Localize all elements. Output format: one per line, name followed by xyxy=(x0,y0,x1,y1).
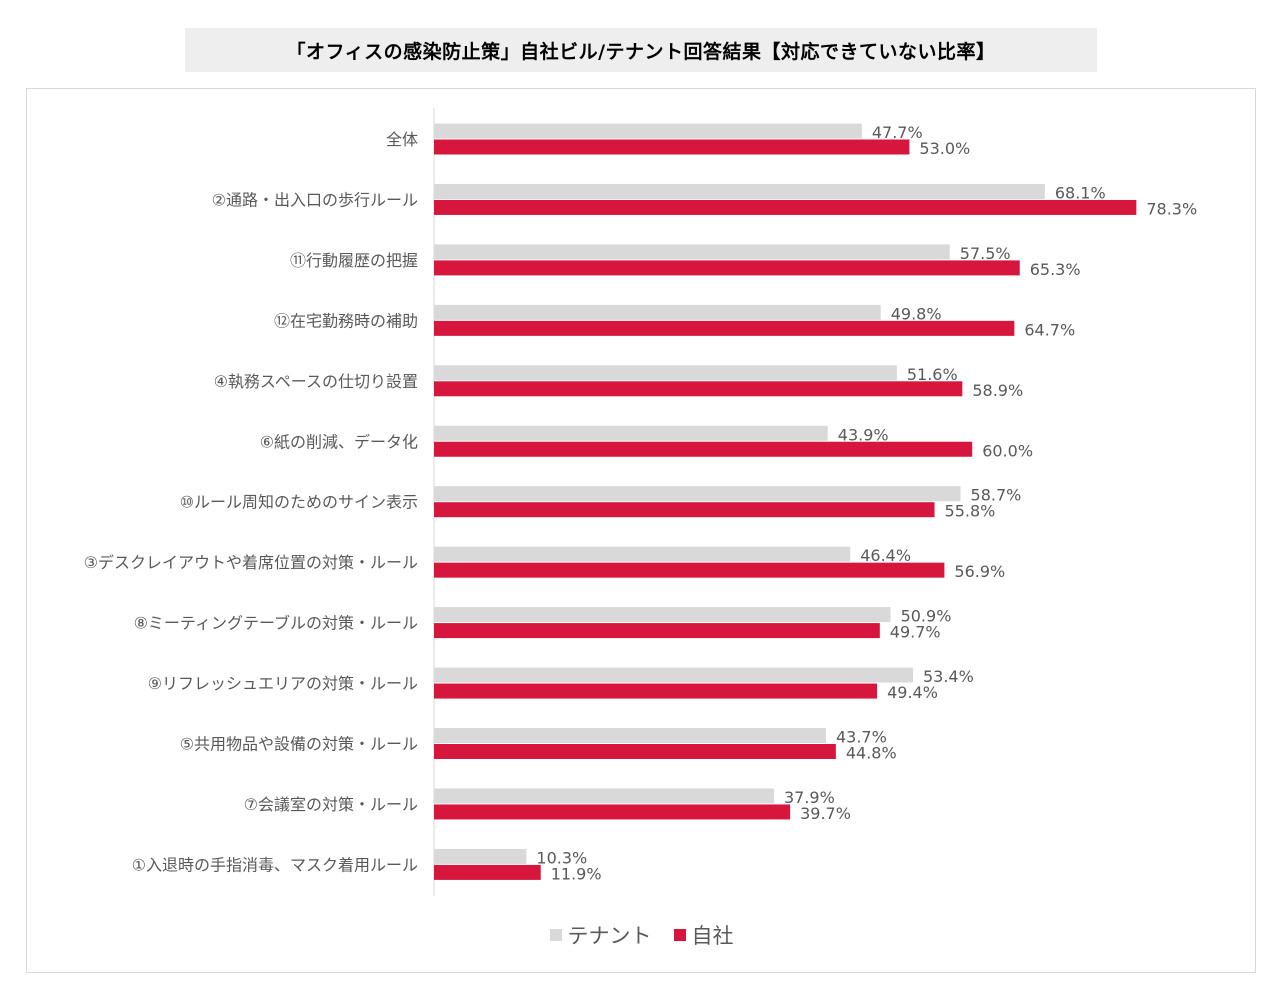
data-label-tenant: 37.9% xyxy=(784,788,835,807)
bar-tenant xyxy=(434,304,881,320)
data-label-tenant: 43.9% xyxy=(838,425,889,444)
bar-tenant xyxy=(434,486,961,502)
bar-own xyxy=(434,502,935,518)
data-label-tenant: 51.6% xyxy=(907,365,958,384)
legend-label-own: 自社 xyxy=(691,924,734,948)
data-label-own: 44.8% xyxy=(846,744,897,763)
bar-own xyxy=(434,260,1020,276)
bar-tenant xyxy=(434,183,1045,199)
data-label-own: 55.8% xyxy=(945,502,996,521)
bar-tenant xyxy=(434,123,862,139)
chart-frame xyxy=(26,88,1256,973)
data-label-own: 60.0% xyxy=(982,441,1033,460)
bar-own xyxy=(434,623,880,639)
bar-own xyxy=(434,139,910,155)
data-label-own: 49.4% xyxy=(887,683,938,702)
data-label-own: 65.3% xyxy=(1030,260,1081,279)
bar-tenant xyxy=(434,728,826,743)
data-label-tenant: 49.8% xyxy=(891,304,942,323)
category-label: ①入退時の手指消毒、マスク着用ルール xyxy=(132,855,418,874)
data-label-tenant: 58.7% xyxy=(971,486,1022,505)
category-label: ⑧ミーティングテーブルの対策・ルール xyxy=(134,614,418,633)
bar-own xyxy=(434,683,878,699)
category-label: ②通路・出入口の歩行ルール xyxy=(212,190,418,209)
category-label: ⑨リフレッシュエリアの対策・ルール xyxy=(148,674,418,693)
category-label: 全体 xyxy=(386,130,418,149)
legend-item-own: 自社 xyxy=(673,920,734,950)
data-label-own: 58.9% xyxy=(972,381,1023,400)
bar-tenant xyxy=(434,667,913,683)
legend-item-tenant: テナント xyxy=(549,920,652,950)
bar-tenant xyxy=(434,425,828,441)
data-label-own: 64.7% xyxy=(1024,320,1075,339)
chart-title: 「オフィスの感染防止策」自社ビル/テナント回答結果【対応できていない比率】 xyxy=(286,40,996,63)
data-label-tenant: 47.7% xyxy=(872,123,923,142)
bar-tenant xyxy=(434,546,851,562)
bar-tenant xyxy=(434,848,527,864)
bar-tenant xyxy=(434,788,774,804)
bar-tenant xyxy=(434,607,891,623)
legend-swatch-own xyxy=(673,929,686,941)
category-label: ⑩ルール周知のためのサイン表示 xyxy=(180,493,418,512)
legend-swatch-tenant xyxy=(549,929,562,941)
bar-tenant xyxy=(434,365,897,381)
category-label: ⑥紙の削減、データ化 xyxy=(260,432,418,451)
category-label: ⑫在宅勤務時の補助 xyxy=(274,311,418,330)
data-label-tenant: 43.7% xyxy=(836,728,887,747)
legend-label-tenant: テナント xyxy=(567,924,652,948)
bar-own xyxy=(434,804,791,820)
category-label: ④執務スペースの仕切り設置 xyxy=(214,372,418,391)
category-label: ⑦会議室の対策・ルール xyxy=(244,795,418,814)
bar-own xyxy=(434,320,1015,336)
category-label: ③デスクレイアウトや着席位置の対策・ルール xyxy=(84,553,418,572)
bar-own xyxy=(434,199,1137,215)
data-label-own: 53.0% xyxy=(919,139,970,158)
bar-own xyxy=(434,441,973,457)
data-label-own: 56.9% xyxy=(954,562,1005,581)
bar-tenant xyxy=(434,244,950,260)
data-label-own: 49.7% xyxy=(890,623,941,642)
data-label-own: 39.7% xyxy=(800,804,851,823)
data-label-own: 11.9% xyxy=(551,864,602,883)
data-label-tenant: 46.4% xyxy=(860,546,911,565)
bar-own xyxy=(434,744,836,759)
category-label: ⑪行動履歴の把握 xyxy=(290,251,418,270)
data-label-tenant: 50.9% xyxy=(901,607,952,626)
data-label-tenant: 68.1% xyxy=(1055,183,1106,202)
data-label-tenant: 53.4% xyxy=(923,667,974,686)
legend: テナント 自社 xyxy=(0,920,1283,950)
bar-own xyxy=(434,864,541,880)
data-label-own: 78.3% xyxy=(1146,199,1197,218)
bar-own xyxy=(434,381,963,397)
category-label: ⑤共用物品や設備の対策・ルール xyxy=(180,735,418,754)
data-label-tenant: 10.3% xyxy=(536,848,587,867)
bar-own xyxy=(434,562,945,578)
chart-title-box: 「オフィスの感染防止策」自社ビル/テナント回答結果【対応できていない比率】 xyxy=(185,28,1097,72)
data-label-tenant: 57.5% xyxy=(960,244,1011,263)
